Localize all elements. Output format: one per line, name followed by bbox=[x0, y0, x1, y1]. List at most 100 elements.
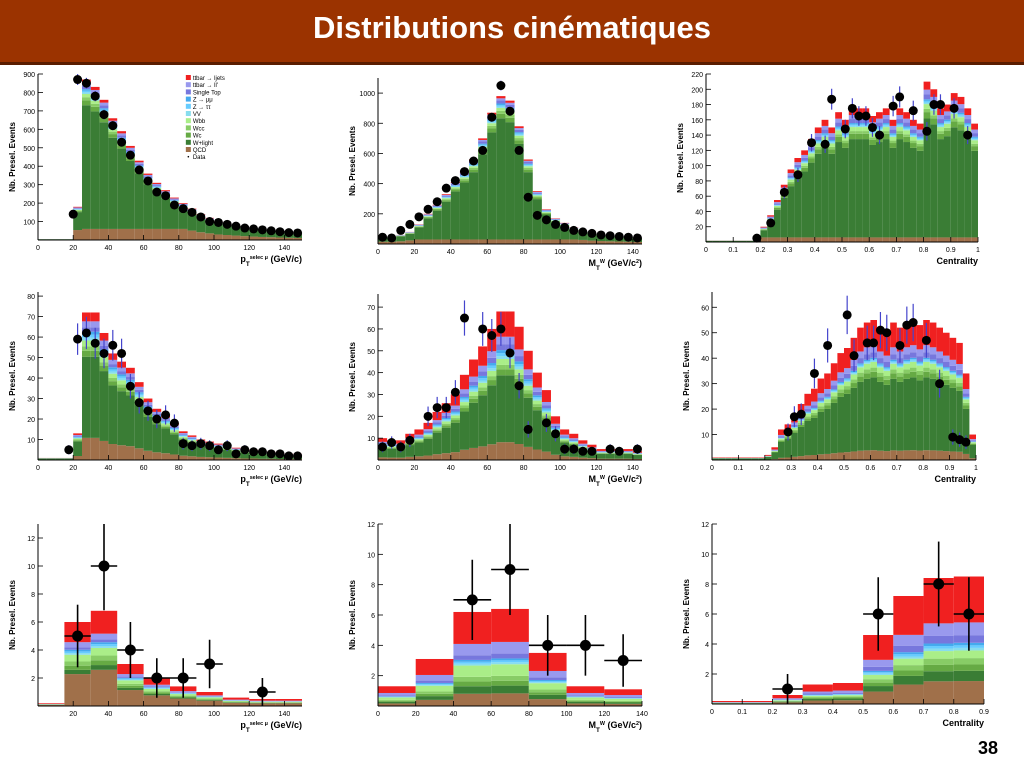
stack-bar-wbb bbox=[804, 413, 811, 417]
legend-swatch bbox=[187, 155, 190, 158]
stack-bar-wbb bbox=[415, 685, 454, 692]
stack-bar-z-mumu bbox=[532, 193, 542, 195]
y-tick-label: 12 bbox=[27, 536, 35, 543]
stack-bar-w-light bbox=[240, 452, 250, 459]
stack-bar-wbb bbox=[469, 166, 479, 168]
chart-pt-2: 10 20 30 40 50 60 70 80 0 20 40 60 80 100 120 140 pTsele… bbox=[4, 286, 310, 486]
stack-bar-qcd bbox=[632, 241, 642, 244]
data-point bbox=[614, 231, 624, 241]
data-point bbox=[796, 409, 806, 419]
stack-bar-z-mumu bbox=[835, 126, 842, 128]
stack-bar-qcd bbox=[957, 237, 965, 242]
stack-bar-ttbar-ll bbox=[916, 129, 924, 134]
title-divider bbox=[0, 62, 1024, 65]
stack-bar-z-mumu bbox=[178, 435, 188, 436]
stack-bar-wcc bbox=[937, 131, 944, 134]
stack-bar-wc bbox=[828, 149, 836, 154]
stack-bar-ttbar-ljets bbox=[778, 429, 785, 435]
legend-label: W+light bbox=[193, 141, 214, 147]
stack-bar-qcd bbox=[170, 698, 197, 706]
stack-bar-ttbar-ljets bbox=[760, 226, 768, 228]
stack-bar-wbb bbox=[863, 675, 894, 680]
stack-bar-z-mumu bbox=[496, 350, 506, 354]
stack-bar-w-light bbox=[550, 435, 561, 455]
stack-bar-single-top bbox=[178, 434, 188, 436]
stack-bar-qcd bbox=[532, 449, 542, 460]
data-point bbox=[861, 111, 871, 121]
stack-bar-w-light bbox=[863, 686, 894, 692]
stack-bar-w-light bbox=[249, 230, 258, 237]
data-point bbox=[99, 110, 109, 120]
stack-bar-z-tautau bbox=[889, 134, 897, 136]
stack-bar-qcd bbox=[794, 237, 802, 242]
stack-bar-wcc bbox=[491, 675, 529, 681]
stack-bar-single-top bbox=[778, 436, 785, 438]
stack-bar-w-light bbox=[205, 447, 214, 458]
stack-bar-qcd bbox=[936, 450, 943, 460]
stack-bar-z-tautau bbox=[863, 361, 871, 363]
x-tick-label: 40 bbox=[105, 711, 113, 718]
stack-bar-wc bbox=[802, 697, 833, 699]
stack-bar-wc bbox=[929, 373, 937, 379]
stack-bar-single-top bbox=[117, 135, 126, 138]
chart-mt-3: 2 4 6 8 10 12 0 20 40 60 80 100 120 140 MTW (GeV/c2) Nb… bbox=[344, 518, 650, 732]
stack-bar-z-mumu bbox=[99, 108, 109, 110]
stack-bar-wc bbox=[505, 117, 515, 123]
y-tick-label: 2 bbox=[371, 674, 375, 681]
stack-bar-w-light bbox=[706, 240, 713, 242]
legend-label: QCD bbox=[193, 148, 207, 154]
stack-bar-single-top bbox=[936, 358, 943, 364]
stack-bar-w-light bbox=[623, 453, 633, 459]
stack-bar-wc bbox=[496, 113, 506, 119]
y-tick-label: 2 bbox=[705, 672, 709, 679]
data-point bbox=[789, 412, 799, 422]
stack-bar-z-mumu bbox=[883, 367, 891, 369]
stack-bar-z-mumu bbox=[811, 407, 818, 409]
x-tick-label: 0.9 bbox=[946, 247, 956, 254]
data-point bbox=[487, 112, 497, 122]
stack-bar-wbb bbox=[514, 369, 524, 375]
stack-bar-single-top bbox=[916, 133, 924, 137]
stack-bars bbox=[378, 311, 642, 460]
stack-bar-single-top bbox=[844, 373, 851, 379]
stack-bar-w-light bbox=[808, 162, 815, 238]
stack-bars bbox=[378, 608, 642, 706]
stack-bar-z-tautau bbox=[956, 375, 963, 377]
stack-bar-qcd bbox=[117, 228, 126, 240]
stack-bar-qcd bbox=[929, 450, 937, 460]
stack-bar-z-tautau bbox=[432, 425, 442, 427]
stack-bar-wc bbox=[844, 389, 851, 394]
stack-bar-single-top bbox=[889, 129, 897, 134]
stack-bar-qcd bbox=[614, 241, 624, 244]
stack-bar-wc bbox=[505, 369, 515, 376]
stack-bar-w-light bbox=[936, 381, 943, 451]
stack-bar-single-top bbox=[828, 136, 836, 141]
stack-bar-ttbar-ljets bbox=[903, 112, 910, 119]
stack-bar-wbb bbox=[890, 363, 897, 370]
stack-bar-qcd bbox=[214, 234, 223, 240]
stack-bar-single-top bbox=[893, 645, 924, 653]
stack-bar-ttbar-ljets bbox=[496, 96, 506, 99]
stack-bar-z-mumu bbox=[971, 136, 978, 138]
stack-bar-vv bbox=[804, 413, 811, 414]
data-point bbox=[222, 441, 232, 451]
stack-bar-z-tautau bbox=[903, 127, 910, 130]
stack-bar-wc bbox=[835, 136, 842, 143]
data-point bbox=[414, 212, 424, 222]
stack-bar-qcd bbox=[414, 456, 424, 460]
stack-bar-w-light bbox=[869, 144, 876, 238]
stack-bar-w-light bbox=[187, 213, 197, 231]
stack-bar-wbb bbox=[910, 362, 917, 368]
stack-bar-single-top bbox=[550, 219, 561, 220]
stack-bar-qcd bbox=[170, 228, 179, 240]
stack-bar-qcd bbox=[378, 241, 388, 244]
stack-bar-wcc bbox=[523, 167, 533, 170]
stack-bar-ttbar-ljets bbox=[143, 398, 153, 403]
stack-bar-w-light bbox=[134, 405, 144, 449]
stack-bar-ttbar-ljets bbox=[742, 701, 773, 703]
stack-bar-qcd bbox=[73, 456, 82, 460]
stack-bar-ttbar-ll bbox=[378, 692, 416, 696]
y-tick-label: 70 bbox=[27, 315, 35, 322]
stack-bar-wbb bbox=[811, 410, 818, 413]
